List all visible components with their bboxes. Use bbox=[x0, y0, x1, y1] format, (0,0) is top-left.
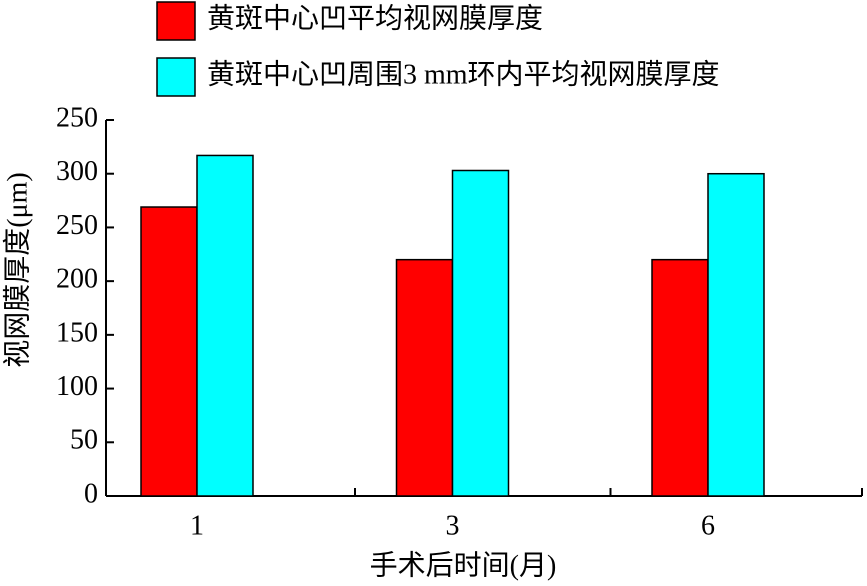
y-tick-label: 50 bbox=[70, 425, 98, 456]
x-tick-label: 3 bbox=[446, 510, 460, 541]
bar bbox=[395, 258, 454, 497]
y-tick-label: 150 bbox=[56, 317, 98, 348]
y-tick-label: 300 bbox=[56, 156, 98, 187]
bar bbox=[451, 169, 510, 497]
legend-swatch bbox=[156, 57, 196, 97]
bar bbox=[140, 206, 198, 497]
y-tick-label: 200 bbox=[56, 264, 98, 295]
x-tick-label: 1 bbox=[190, 510, 204, 541]
legend-label: 黄斑中心凹周围3 mm环内平均视网膜厚度 bbox=[207, 58, 720, 90]
y-tick-label: 100 bbox=[56, 371, 98, 402]
y-tick-label: 0 bbox=[84, 478, 98, 509]
y-tick-label: 250 bbox=[56, 102, 98, 133]
x-tick-label: 6 bbox=[701, 510, 715, 541]
x-axis-label: 手术后时间(月) bbox=[370, 549, 557, 581]
y-axis-label: 视网膜厚度(μm) bbox=[1, 172, 33, 367]
legend-swatch bbox=[156, 1, 196, 41]
bar bbox=[707, 172, 765, 497]
bar bbox=[651, 258, 709, 497]
y-tick-label: 250 bbox=[56, 210, 98, 241]
legend-label: 黄斑中心凹平均视网膜厚度 bbox=[207, 2, 543, 34]
bar bbox=[196, 154, 254, 497]
